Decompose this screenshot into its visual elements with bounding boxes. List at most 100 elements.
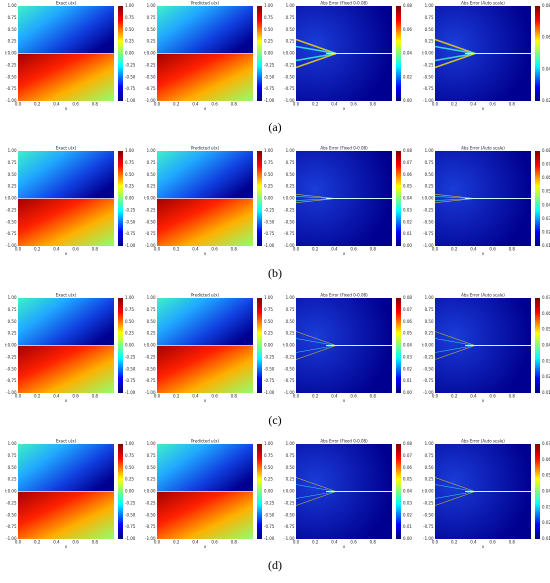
y-tick-label: 0.25 xyxy=(286,331,295,336)
colorbar-tick-label: -0.25 xyxy=(264,62,275,67)
x-tick-label: 0.4 xyxy=(470,394,477,399)
panel-title: Abs Error (Fixed 0-0.08) xyxy=(320,439,368,444)
colorbar xyxy=(535,6,540,101)
colorbar xyxy=(118,298,123,393)
colorbar-tick-label: 0.07 xyxy=(542,441,550,446)
colorbar xyxy=(257,6,262,101)
y-tick-label: 0.25 xyxy=(147,331,156,336)
x-tick-label: 0.6 xyxy=(489,102,496,107)
x-tick-label: 0.0 xyxy=(293,102,300,107)
y-tick-label: -0.50 xyxy=(145,512,156,517)
y-tick-label: -0.25 xyxy=(284,354,295,359)
x-tick-label: 0.2 xyxy=(34,540,41,545)
y-axis-label: t xyxy=(144,489,146,494)
colorbar-tick-label: 1.00 xyxy=(125,3,134,8)
x-axis-label: x xyxy=(482,106,485,111)
colorbar-tick-label: 0.01 xyxy=(542,390,550,395)
colorbar-tick-label: 0.08 xyxy=(403,148,412,153)
error-streak xyxy=(295,38,337,55)
y-tick-label: 0.75 xyxy=(286,160,295,165)
y-tick-label: -0.25 xyxy=(284,207,295,212)
x-tick-label: 0.8 xyxy=(92,540,99,545)
x-tick-label: 0.2 xyxy=(173,540,180,545)
y-tick-label: 1.00 xyxy=(147,3,156,8)
colorbar-tick-label: 0.05 xyxy=(542,473,550,478)
colorbar-tick-label: 0.75 xyxy=(264,15,273,20)
y-tick-label: 0.25 xyxy=(286,184,295,189)
colorbar-tick-label: -0.50 xyxy=(125,219,136,224)
x-tick-label: 0.8 xyxy=(509,247,516,252)
x-tick-label: 0.0 xyxy=(154,247,161,252)
colorbar-tick-label: 0.01 xyxy=(403,524,412,529)
colorbar-tick-label: 0.06 xyxy=(403,172,412,177)
colorbar xyxy=(396,151,401,246)
y-tick-label: 0.25 xyxy=(8,184,17,189)
colorbar-tick-label: 0.00 xyxy=(125,51,134,56)
x-axis-label: x xyxy=(343,106,346,111)
x-tick-label: 0.2 xyxy=(451,540,458,545)
colorbar-tick-label: -1.00 xyxy=(264,243,275,248)
heatmap-top xyxy=(157,298,253,346)
x-tick-label: 0.8 xyxy=(370,540,377,545)
colorbar-tick-label: 0.03 xyxy=(403,354,412,359)
y-tick-label: -1.00 xyxy=(6,536,17,541)
y-tick-label: -0.75 xyxy=(145,231,156,236)
colorbar-tick-label: 0.05 xyxy=(403,331,412,336)
y-tick-label: -1.00 xyxy=(423,390,434,395)
colorbar-tick-label: 0.01 xyxy=(542,536,550,541)
colorbar-tick-label: 0.07 xyxy=(403,453,412,458)
y-tick-label: 0.25 xyxy=(8,477,17,482)
heatmap-top xyxy=(157,151,253,199)
error-streak xyxy=(434,194,476,199)
x-axis-label: x xyxy=(65,398,68,403)
y-tick-label: 0.00 xyxy=(8,343,17,348)
error-streak xyxy=(295,338,337,346)
heatmap-bottom xyxy=(157,53,253,101)
y-tick-label: -0.75 xyxy=(284,524,295,529)
colorbar xyxy=(396,6,401,101)
y-tick-label: -0.75 xyxy=(6,86,17,91)
heatmap-bottom xyxy=(157,198,253,246)
x-tick-label: 0.8 xyxy=(509,394,516,399)
panel-title: Abs Error (Auto scale) xyxy=(461,439,505,444)
colorbar-tick-label: 0.02 xyxy=(403,366,412,371)
error-streak xyxy=(434,491,476,506)
y-tick-label: 0.25 xyxy=(286,477,295,482)
x-tick-label: 0.2 xyxy=(173,394,180,399)
colorbar xyxy=(257,444,262,539)
x-tick-label: 0.0 xyxy=(293,247,300,252)
y-tick-label: 0.75 xyxy=(147,453,156,458)
y-tick-label: -0.50 xyxy=(284,219,295,224)
error-streak xyxy=(434,345,476,360)
colorbar-tick-label: -0.25 xyxy=(125,354,136,359)
y-tick-label: 0.50 xyxy=(286,319,295,324)
panel-title: Abs Error (Auto scale) xyxy=(461,1,505,6)
colorbar-tick-label: 0.04 xyxy=(403,343,412,348)
y-tick-label: 0.25 xyxy=(425,39,434,44)
y-tick-label: 0.50 xyxy=(8,172,17,177)
y-tick-label: -0.75 xyxy=(145,378,156,383)
y-tick-label: -0.25 xyxy=(6,207,17,212)
colorbar-tick-label: -0.75 xyxy=(264,231,275,236)
y-tick-label: -1.00 xyxy=(6,390,17,395)
y-tick-label: 0.50 xyxy=(8,319,17,324)
y-tick-label: 0.25 xyxy=(147,184,156,189)
y-tick-label: 1.00 xyxy=(425,295,434,300)
colorbar-tick-label: 0.02 xyxy=(542,374,550,379)
y-tick-label: 0.75 xyxy=(286,453,295,458)
colorbar-tick-label: 0.03 xyxy=(542,504,550,509)
error-streak xyxy=(295,45,337,55)
x-tick-label: 0.2 xyxy=(34,102,41,107)
colorbar-tick-label: 1.00 xyxy=(264,148,273,153)
y-tick-label: -1.00 xyxy=(284,390,295,395)
colorbar-tick-label: -0.50 xyxy=(125,512,136,517)
colorbar-tick-label: 0.50 xyxy=(125,465,134,470)
y-tick-label: 0.75 xyxy=(147,15,156,20)
colorbar xyxy=(535,444,540,539)
colorbar-tick-label: 0.06 xyxy=(403,27,412,32)
error-streak xyxy=(295,345,337,353)
heatmap-top xyxy=(18,444,114,492)
x-tick-label: 0.6 xyxy=(72,394,79,399)
y-axis-label: t xyxy=(5,51,7,56)
